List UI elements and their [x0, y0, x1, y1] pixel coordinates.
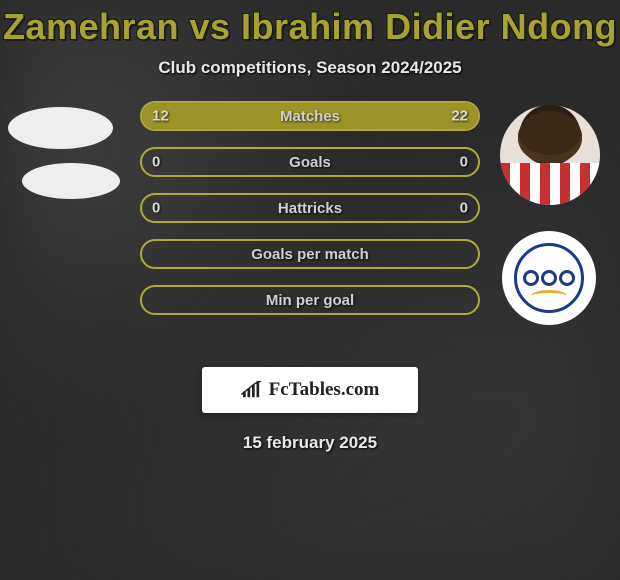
- stat-value-right: 0: [460, 200, 468, 217]
- stat-label: Hattricks: [142, 200, 478, 217]
- date-text: 15 february 2025: [0, 433, 620, 453]
- chart-icon: [241, 381, 263, 399]
- player-left-avatar-placeholder: [8, 107, 113, 149]
- stat-value-left: 12: [152, 108, 169, 125]
- stat-label: Min per goal: [142, 292, 478, 309]
- club-right-logo: [502, 231, 596, 325]
- stat-value-left: 0: [152, 154, 160, 171]
- esteghlal-crest-icon: [514, 243, 584, 313]
- stat-label: Matches: [142, 108, 478, 125]
- stat-value-left: 0: [152, 200, 160, 217]
- stat-label: Goals: [142, 154, 478, 171]
- stat-row: Goals0 0: [140, 147, 480, 177]
- player-right-avatar: [500, 105, 600, 205]
- stat-label: Goals per match: [142, 246, 478, 263]
- comparison-card: Zamehran vs Ibrahim Didier Ndong Club co…: [0, 0, 620, 580]
- club-left-logo-placeholder: [22, 163, 120, 199]
- stat-value-right: 22: [451, 108, 468, 125]
- branding-text: FcTables.com: [269, 379, 380, 401]
- stat-row: Matches12 22: [140, 101, 480, 131]
- subtitle: Club competitions, Season 2024/2025: [0, 58, 620, 78]
- page-title: Zamehran vs Ibrahim Didier Ndong: [0, 0, 620, 48]
- stats-area: Matches1222Goals00Hattricks00Goals per m…: [0, 113, 620, 353]
- stat-value-right: 0: [460, 154, 468, 171]
- stat-row: Hattricks0 0: [140, 193, 480, 223]
- stat-row: Goals per match: [140, 239, 480, 269]
- branding-badge[interactable]: FcTables.com: [202, 367, 418, 413]
- stat-row: Min per goal: [140, 285, 480, 315]
- stat-rows: Matches1222Goals00Hattricks00Goals per m…: [140, 101, 480, 331]
